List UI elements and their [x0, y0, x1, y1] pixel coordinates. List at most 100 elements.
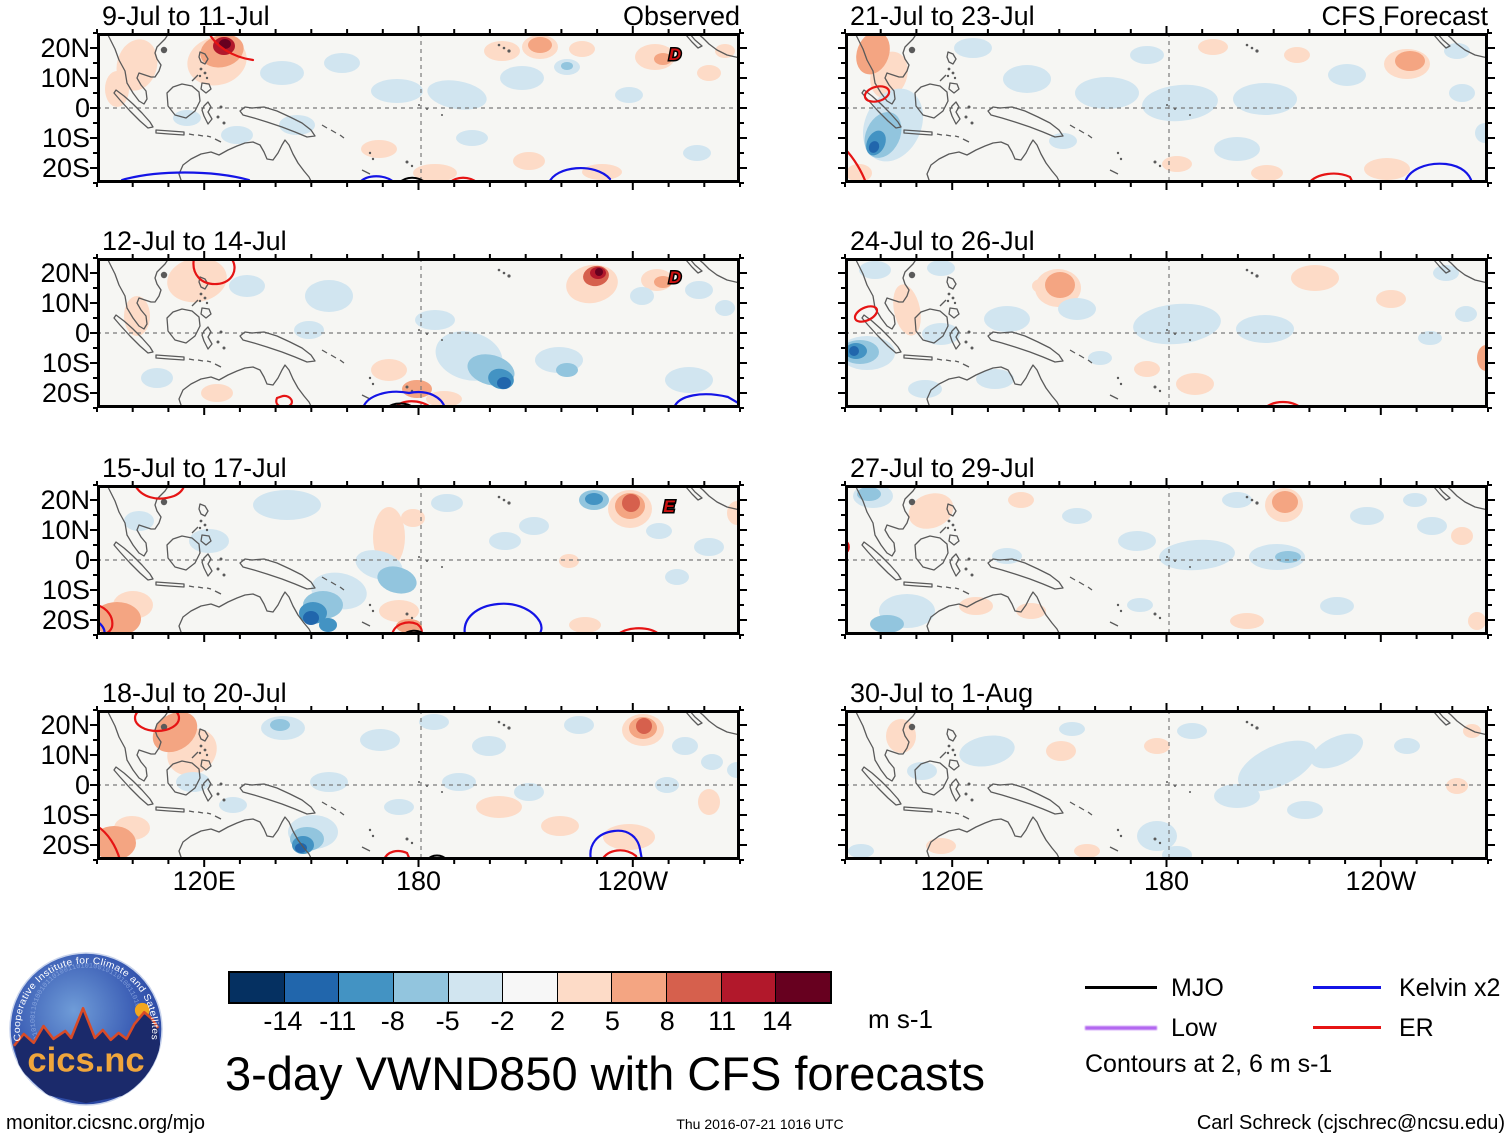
wind-anomaly-shading [1214, 137, 1260, 161]
wind-anomaly-shading [1395, 51, 1425, 71]
colorbar-tick-label: 11 [708, 1006, 737, 1036]
contour-kelvin [672, 393, 740, 408]
colorbar-tick-label: 5 [604, 1006, 620, 1036]
contour-kelvin [120, 171, 251, 182]
wind-anomaly-shading [379, 600, 419, 622]
wind-anomaly-shading [1455, 306, 1477, 322]
panel-border [845, 485, 1488, 635]
wind-anomaly-shading [124, 511, 154, 531]
wind-anomaly-shading [1272, 491, 1298, 513]
wind-anomaly-shading [698, 789, 720, 815]
wind-anomaly-shading [401, 509, 425, 527]
panel-border [97, 33, 740, 183]
wind-anomaly-shading [846, 164, 872, 182]
wind-anomaly-shading [305, 280, 353, 312]
wind-anomaly-shading [1088, 351, 1112, 365]
wind-anomaly-shading [201, 384, 233, 402]
wind-anomaly-shading [856, 33, 890, 75]
axis-ticks [838, 703, 1495, 867]
wind-anomaly-shading [371, 79, 423, 103]
lat-tick-label: 20N [40, 485, 90, 515]
logo-ridge-line [12, 1006, 160, 1047]
lon-tick-label: 120W [1345, 866, 1417, 896]
wind-anomaly-shading [361, 140, 397, 158]
figure-title: 3-day VWND850 with CFS forecasts [224, 1047, 986, 1100]
wind-anomaly-shading [1475, 123, 1488, 143]
colorbar-segment [230, 973, 285, 1002]
footer-url: monitor.cicsnc.org/mjo [6, 1112, 205, 1134]
wind-anomaly-shading [319, 618, 337, 632]
wind-anomaly-shading [1159, 539, 1235, 571]
wind-anomaly-shading [1059, 722, 1085, 736]
panel-title: 9-Jul to 11-Jul [102, 1, 270, 31]
lat-tick-label: 10S [41, 123, 90, 153]
contour-kelvin [463, 602, 543, 635]
colorbar-tick-label: -14 [263, 1006, 303, 1036]
colorbar-tick-label: -8 [380, 1006, 405, 1036]
footer-author: Carl Schreck (cjschrec@ncsu.edu) [1196, 1112, 1505, 1134]
lon-tick-label: 180 [395, 866, 442, 896]
legend-label-er: ER [1399, 1014, 1434, 1042]
wind-anomaly-shading [442, 773, 476, 791]
wind-anomaly-shading [1449, 84, 1475, 102]
wind-anomaly-shading [1284, 47, 1310, 63]
wind-anomaly-shading [615, 87, 643, 103]
wind-anomaly-shading [1176, 373, 1214, 395]
wind-anomaly-shading [1134, 361, 1160, 377]
wind-anomaly-shading [295, 843, 307, 853]
wind-anomaly-shading [636, 718, 652, 734]
coastlines [854, 33, 1488, 183]
panel-border [97, 710, 740, 860]
colorbar-segment [393, 973, 449, 1002]
wind-anomaly-shading [303, 611, 319, 625]
wind-anomaly-shading [959, 735, 1015, 767]
storm-marker: E [663, 497, 675, 516]
wind-anomaly-shading [419, 714, 449, 730]
logo-mountains [13, 1008, 161, 1104]
lat-tick-label: 10S [41, 575, 90, 605]
panel-title: 21-Jul to 23-Jul [850, 1, 1035, 31]
wind-anomaly-shading [595, 268, 603, 276]
wind-anomaly-shading [665, 367, 713, 393]
contour-kelvin [589, 829, 644, 860]
axis-ticks [838, 26, 1495, 190]
wind-anomaly-shading [360, 729, 400, 751]
wind-anomaly-shading [857, 487, 881, 501]
lat-tick-label: 0 [74, 545, 90, 575]
contour-kelvin [547, 166, 612, 183]
wind-anomaly-shading [1142, 84, 1218, 122]
wind-anomaly-shading [715, 300, 735, 316]
wind-anomaly-shading [1287, 801, 1323, 819]
wind-anomaly-shading [672, 737, 698, 755]
lon-tick-label: 120E [920, 866, 984, 896]
lat-tick-label: 20N [40, 33, 90, 63]
wind-anomaly-shading [1008, 492, 1034, 508]
wind-anomaly-shading [685, 281, 713, 299]
wind-anomaly-shading [260, 61, 304, 85]
column-header: Observed [622, 1, 740, 31]
wind-anomaly-shading [1350, 507, 1384, 525]
colorbar-tick-label: 8 [659, 1006, 675, 1036]
wind-anomaly-shading [1238, 740, 1316, 792]
wind-anomaly-shading [1137, 821, 1177, 851]
wind-anomaly-shading [569, 41, 595, 57]
panel-title: 12-Jul to 14-Jul [102, 226, 287, 256]
colorbar-tick-label: -11 [319, 1006, 357, 1036]
logo-wordmark: cics.nc [27, 1041, 144, 1079]
wind-anomaly-shading [954, 38, 992, 58]
lat-tick-label: 20S [41, 378, 90, 408]
wind-anomaly-shading [683, 145, 711, 161]
map-panel: D [90, 26, 747, 190]
wind-anomaly-shading [1222, 492, 1252, 508]
wind-anomaly-shading [97, 602, 141, 635]
wind-anomaly-shading [141, 368, 173, 388]
lat-tick-label: 10S [41, 800, 90, 830]
map-panel [838, 26, 1495, 190]
wind-anomaly-shading [456, 130, 488, 146]
wind-anomaly-shading [922, 323, 960, 345]
wind-anomaly-shading [413, 164, 457, 182]
wind-anomaly-shading [665, 569, 689, 585]
wind-anomaly-shading [1251, 165, 1283, 181]
panel-title: 30-Jul to 1-Aug [850, 678, 1034, 708]
wind-anomaly-shading [1058, 298, 1096, 320]
